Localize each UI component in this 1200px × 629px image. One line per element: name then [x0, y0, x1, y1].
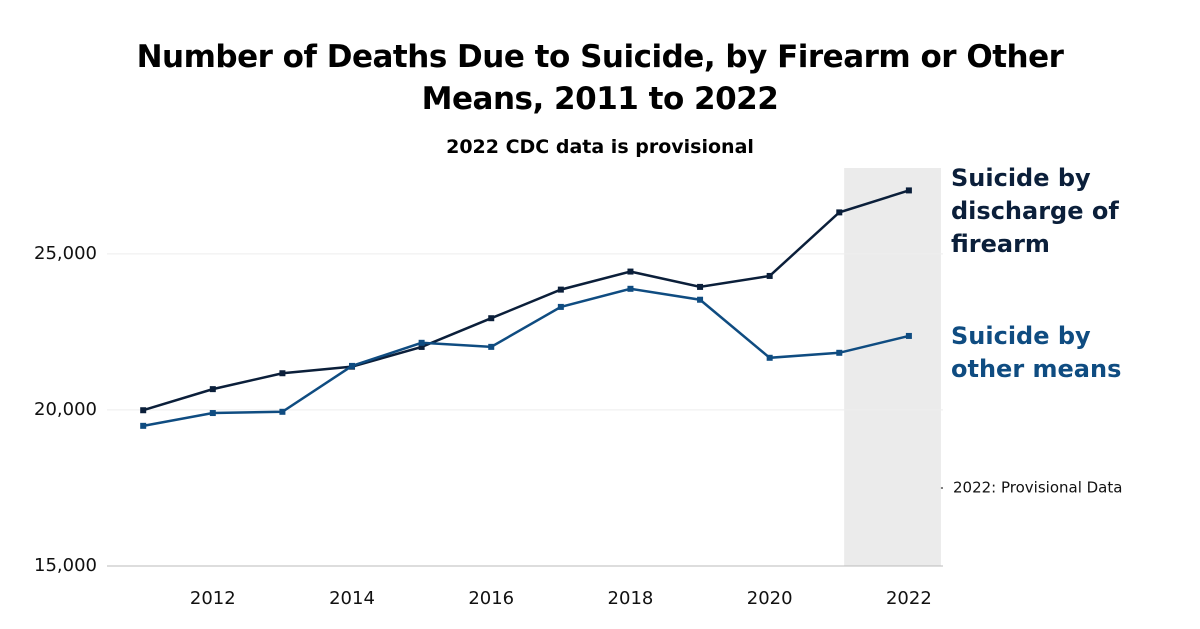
x-tick-label: 2022 — [886, 588, 932, 609]
shaded-region — [844, 168, 941, 566]
y-tick-label: 25,000 — [34, 243, 97, 264]
point-marker — [209, 410, 216, 417]
point-marker — [279, 408, 286, 415]
series-line — [142, 287, 910, 428]
point-marker — [697, 296, 704, 303]
x-tick-label: 2014 — [329, 588, 375, 609]
point-marker — [488, 315, 495, 322]
point-marker — [140, 422, 147, 429]
x-tick-label: 2016 — [468, 588, 514, 609]
annotation: 2022: Provisional Data — [953, 479, 1122, 497]
point-marker — [766, 272, 773, 279]
legend-entry: Suicide by other means — [951, 322, 1122, 383]
point-marker — [488, 343, 495, 350]
point-marker — [836, 209, 843, 216]
point-marker — [418, 339, 425, 346]
point-marker — [279, 370, 286, 377]
point-marker — [836, 349, 843, 356]
x-tick-label: 2020 — [747, 588, 793, 609]
point-marker — [349, 362, 356, 369]
series-line — [142, 189, 910, 412]
point-marker — [557, 303, 564, 310]
point-marker — [627, 285, 634, 292]
point-marker — [557, 286, 564, 293]
point-marker — [627, 268, 634, 275]
x-tick-label: 2018 — [608, 588, 654, 609]
point-marker — [697, 283, 704, 290]
y-tick-label: 15,000 — [34, 555, 97, 576]
y-tick-label: 20,000 — [34, 399, 97, 420]
point-marker — [209, 386, 216, 393]
point-marker — [905, 332, 912, 339]
legend-entry: Suicide by discharge of firearm — [951, 164, 1119, 258]
chart-subtitle: 2022 CDC data is provisional — [446, 136, 754, 158]
point-marker — [140, 407, 147, 414]
point-marker — [418, 343, 425, 350]
point-marker — [766, 354, 773, 361]
point-marker — [905, 187, 912, 194]
chart-title: Number of Deaths Due to Suicide, by Fire… — [136, 39, 1064, 117]
x-tick-label: 2012 — [190, 588, 236, 609]
